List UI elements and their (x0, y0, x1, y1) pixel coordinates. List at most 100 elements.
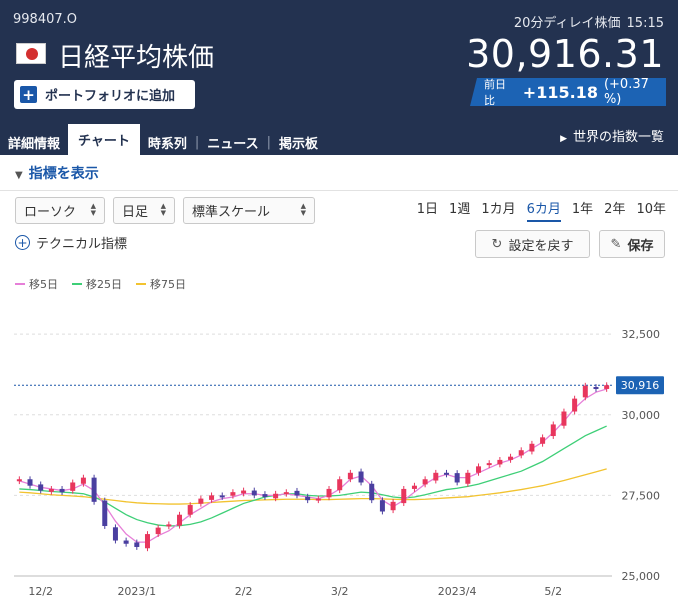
change-value: +115.18 (522, 82, 598, 102)
add-portfolio-button[interactable]: + ポートフォリオに追加 (14, 80, 195, 109)
delay-info: 20分ディレイ株価 15:15 (508, 12, 664, 31)
legend-ma5: 移5日 (15, 276, 58, 292)
candle-body (102, 500, 108, 527)
candle-body (582, 385, 588, 398)
period-1d[interactable]: 1日 (416, 202, 439, 217)
save-label: 保存 (627, 238, 654, 254)
candle-body (347, 472, 353, 480)
ma5-series-line (19, 388, 607, 543)
candle-body (358, 471, 364, 483)
candle-body (465, 472, 471, 484)
x-tick-label: 2023/1 (117, 585, 156, 598)
candle-body (518, 450, 524, 456)
candle-body (198, 498, 204, 504)
x-tick-label: 2023/4 (438, 585, 477, 598)
candle-body (155, 527, 161, 535)
play-arrow-icon: ▶ (560, 134, 567, 144)
legend-ma5-label: 移5日 (29, 278, 58, 291)
candle-body (326, 488, 332, 498)
candle-body (144, 534, 150, 549)
candle-body (540, 437, 546, 444)
world-indices-label: 世界の指数一覧 (572, 130, 664, 145)
save-button[interactable]: ✎ 保存 (599, 230, 665, 258)
ma75-series-line (19, 468, 607, 505)
x-tick-label: 5/2 (544, 585, 562, 598)
candle-body (369, 483, 375, 501)
candle-body (401, 488, 407, 504)
updown-icon: ▲ ▼ (90, 202, 96, 217)
candle-body (497, 459, 503, 465)
period-10y[interactable]: 10年 (636, 202, 666, 217)
chart-legend: 移5日 移25日 移75日 (15, 276, 186, 292)
candle-body (177, 514, 183, 526)
quote-header: 998407.O 日経平均株価 20分ディレイ株価 15:15 30,916.31… (0, 0, 678, 155)
world-indices-link[interactable]: ▶ 世界の指数一覧 (560, 126, 664, 145)
triangle-down-icon: ▼ (15, 170, 23, 181)
tab-chart[interactable]: チャート (68, 124, 140, 155)
current-price: 30,916.31 (466, 32, 664, 76)
delay-label: 20分ディレイ株価 (513, 16, 621, 31)
candle-body (443, 472, 449, 475)
legend-ma25: 移25日 (72, 276, 122, 292)
last-value-label: 30,916 (621, 379, 660, 392)
plus-icon: + (20, 86, 37, 104)
tab-timeseries[interactable]: 時系列 (147, 136, 187, 152)
chart-type-select[interactable]: ローソク ▲ ▼ (15, 197, 105, 224)
change-badge: 前日比 +115.18 (+0.37 %) (470, 78, 666, 106)
legend-ma75: 移75日 (136, 276, 186, 292)
x-tick-label: 2/2 (235, 585, 253, 598)
reset-label: 設定を戻す (508, 238, 574, 254)
divider (0, 190, 678, 191)
candle-body (422, 479, 428, 485)
candle-body (262, 494, 268, 497)
candle-body (27, 479, 33, 486)
scale-select[interactable]: 標準スケール ▲ ▼ (183, 197, 315, 224)
plus-circle-icon: + (15, 235, 30, 250)
x-tick-label: 3/2 (331, 585, 349, 598)
tab-board[interactable]: 掲示板 (279, 136, 319, 152)
tab-separator: | (194, 134, 200, 150)
y-tick-label: 30,000 (622, 409, 661, 422)
period-2y[interactable]: 2年 (604, 202, 626, 217)
show-indicators-label: 指標を表示 (28, 166, 99, 182)
candle-body (134, 542, 140, 547)
quote-time: 15:15 (626, 16, 664, 31)
candle-body (315, 498, 321, 501)
technical-indicators-link[interactable]: + テクニカル指標 (15, 233, 127, 252)
candle-body (230, 492, 236, 496)
tab-details[interactable]: 詳細情報 (8, 136, 61, 152)
index-name: 日経平均株価 (58, 43, 215, 73)
period-6m[interactable]: 6カ月 (526, 198, 561, 222)
candle-body (166, 524, 172, 527)
change-label: 前日比 (484, 78, 506, 107)
candle-body (550, 424, 556, 437)
candlestick-chart[interactable]: 32,500 30,000 27,500 25,000 12/2 2023/1 2/2 3/2… (0, 300, 678, 604)
show-indicators-toggle[interactable]: ▼ 指標を表示 (15, 163, 99, 183)
reset-settings-button[interactable]: ↻ 設定を戻す (475, 230, 590, 258)
candle-body (123, 540, 129, 544)
scale-value: 標準スケール (192, 205, 271, 220)
candle-body (209, 495, 215, 500)
x-tick-label: 12/2 (28, 585, 53, 598)
candle-body (572, 398, 578, 412)
tab-news[interactable]: ニュース (207, 136, 259, 152)
change-percent: (+0.37 %) (603, 77, 649, 107)
interval-value: 日足 (122, 205, 149, 220)
refresh-icon: ↻ (491, 236, 503, 252)
candle-body (16, 479, 22, 482)
candle-body (379, 500, 385, 512)
period-1m[interactable]: 1カ月 (481, 202, 516, 217)
y-tick-label: 32,500 (622, 328, 661, 341)
candle-body (112, 527, 118, 541)
candle-body (80, 477, 86, 484)
candle-body (273, 493, 279, 499)
ticker-code: 998407.O (13, 12, 77, 27)
candle-body (476, 466, 482, 473)
period-1y[interactable]: 1年 (571, 202, 594, 217)
chart-type-value: ローソク (24, 205, 77, 220)
candle-body (390, 501, 396, 511)
add-portfolio-label: ポートフォリオに追加 (45, 89, 176, 104)
interval-select[interactable]: 日足 ▲ ▼ (113, 197, 175, 224)
period-1w[interactable]: 1週 (449, 202, 471, 217)
updown-icon: ▲ ▼ (160, 202, 166, 217)
